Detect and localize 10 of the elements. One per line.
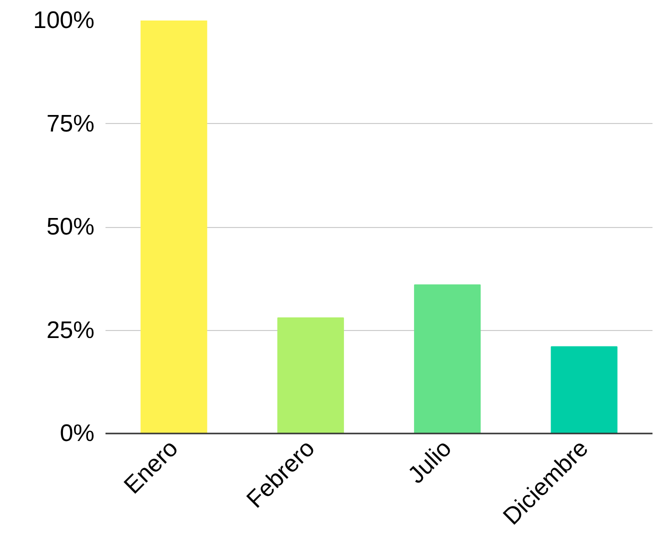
bar [140,20,208,434]
bar [277,317,344,434]
y-tick-label: 25% [46,316,95,344]
y-tick-label: 50% [46,214,95,240]
y-tick-label: 75% [46,110,95,138]
x-tick-label: Julio [402,434,457,489]
y-tick-label: 0% [60,420,94,447]
bar [414,284,481,434]
y-tick-label: 100% [33,7,95,34]
bar [550,346,618,434]
